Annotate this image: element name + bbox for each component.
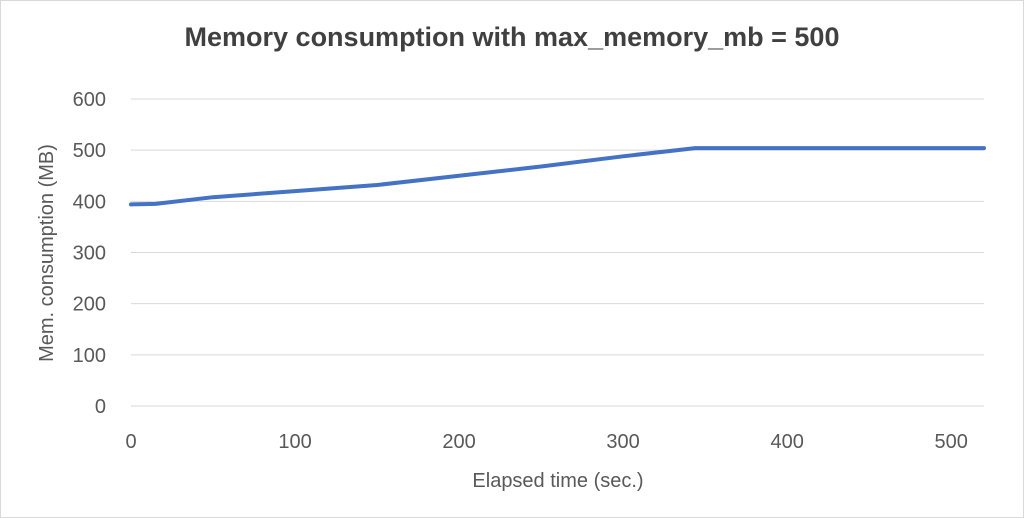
x-axis-ticks: 0 100 200 300 400 500	[125, 431, 967, 453]
x-tick-label: 300	[606, 431, 639, 453]
series-line-0	[129, 146, 986, 207]
y-tick-label: 300	[73, 243, 106, 265]
y-tick-label: 400	[73, 191, 106, 213]
x-tick-label: 0	[125, 431, 136, 453]
gridlines	[131, 98, 984, 407]
x-tick-label: 400	[770, 431, 803, 453]
y-tick-label: 0	[95, 396, 106, 418]
x-tick-label: 200	[442, 431, 475, 453]
x-tick-label: 500	[935, 431, 968, 453]
y-tick-label: 100	[73, 345, 106, 367]
y-tick-label: 200	[73, 294, 106, 316]
y-tick-label: 600	[73, 89, 106, 111]
y-axis-ticks: 0 100 200 300 400 500 600	[73, 89, 106, 418]
x-tick-label: 100	[278, 431, 311, 453]
x-axis-label: Elapsed time (sec.)	[472, 470, 643, 492]
chart-title: Memory consumption with max_memory_mb = …	[185, 22, 840, 52]
series-lines	[129, 146, 986, 207]
y-axis-label: Mem. consumption (MB)	[36, 144, 58, 362]
y-tick-label: 500	[73, 140, 106, 162]
